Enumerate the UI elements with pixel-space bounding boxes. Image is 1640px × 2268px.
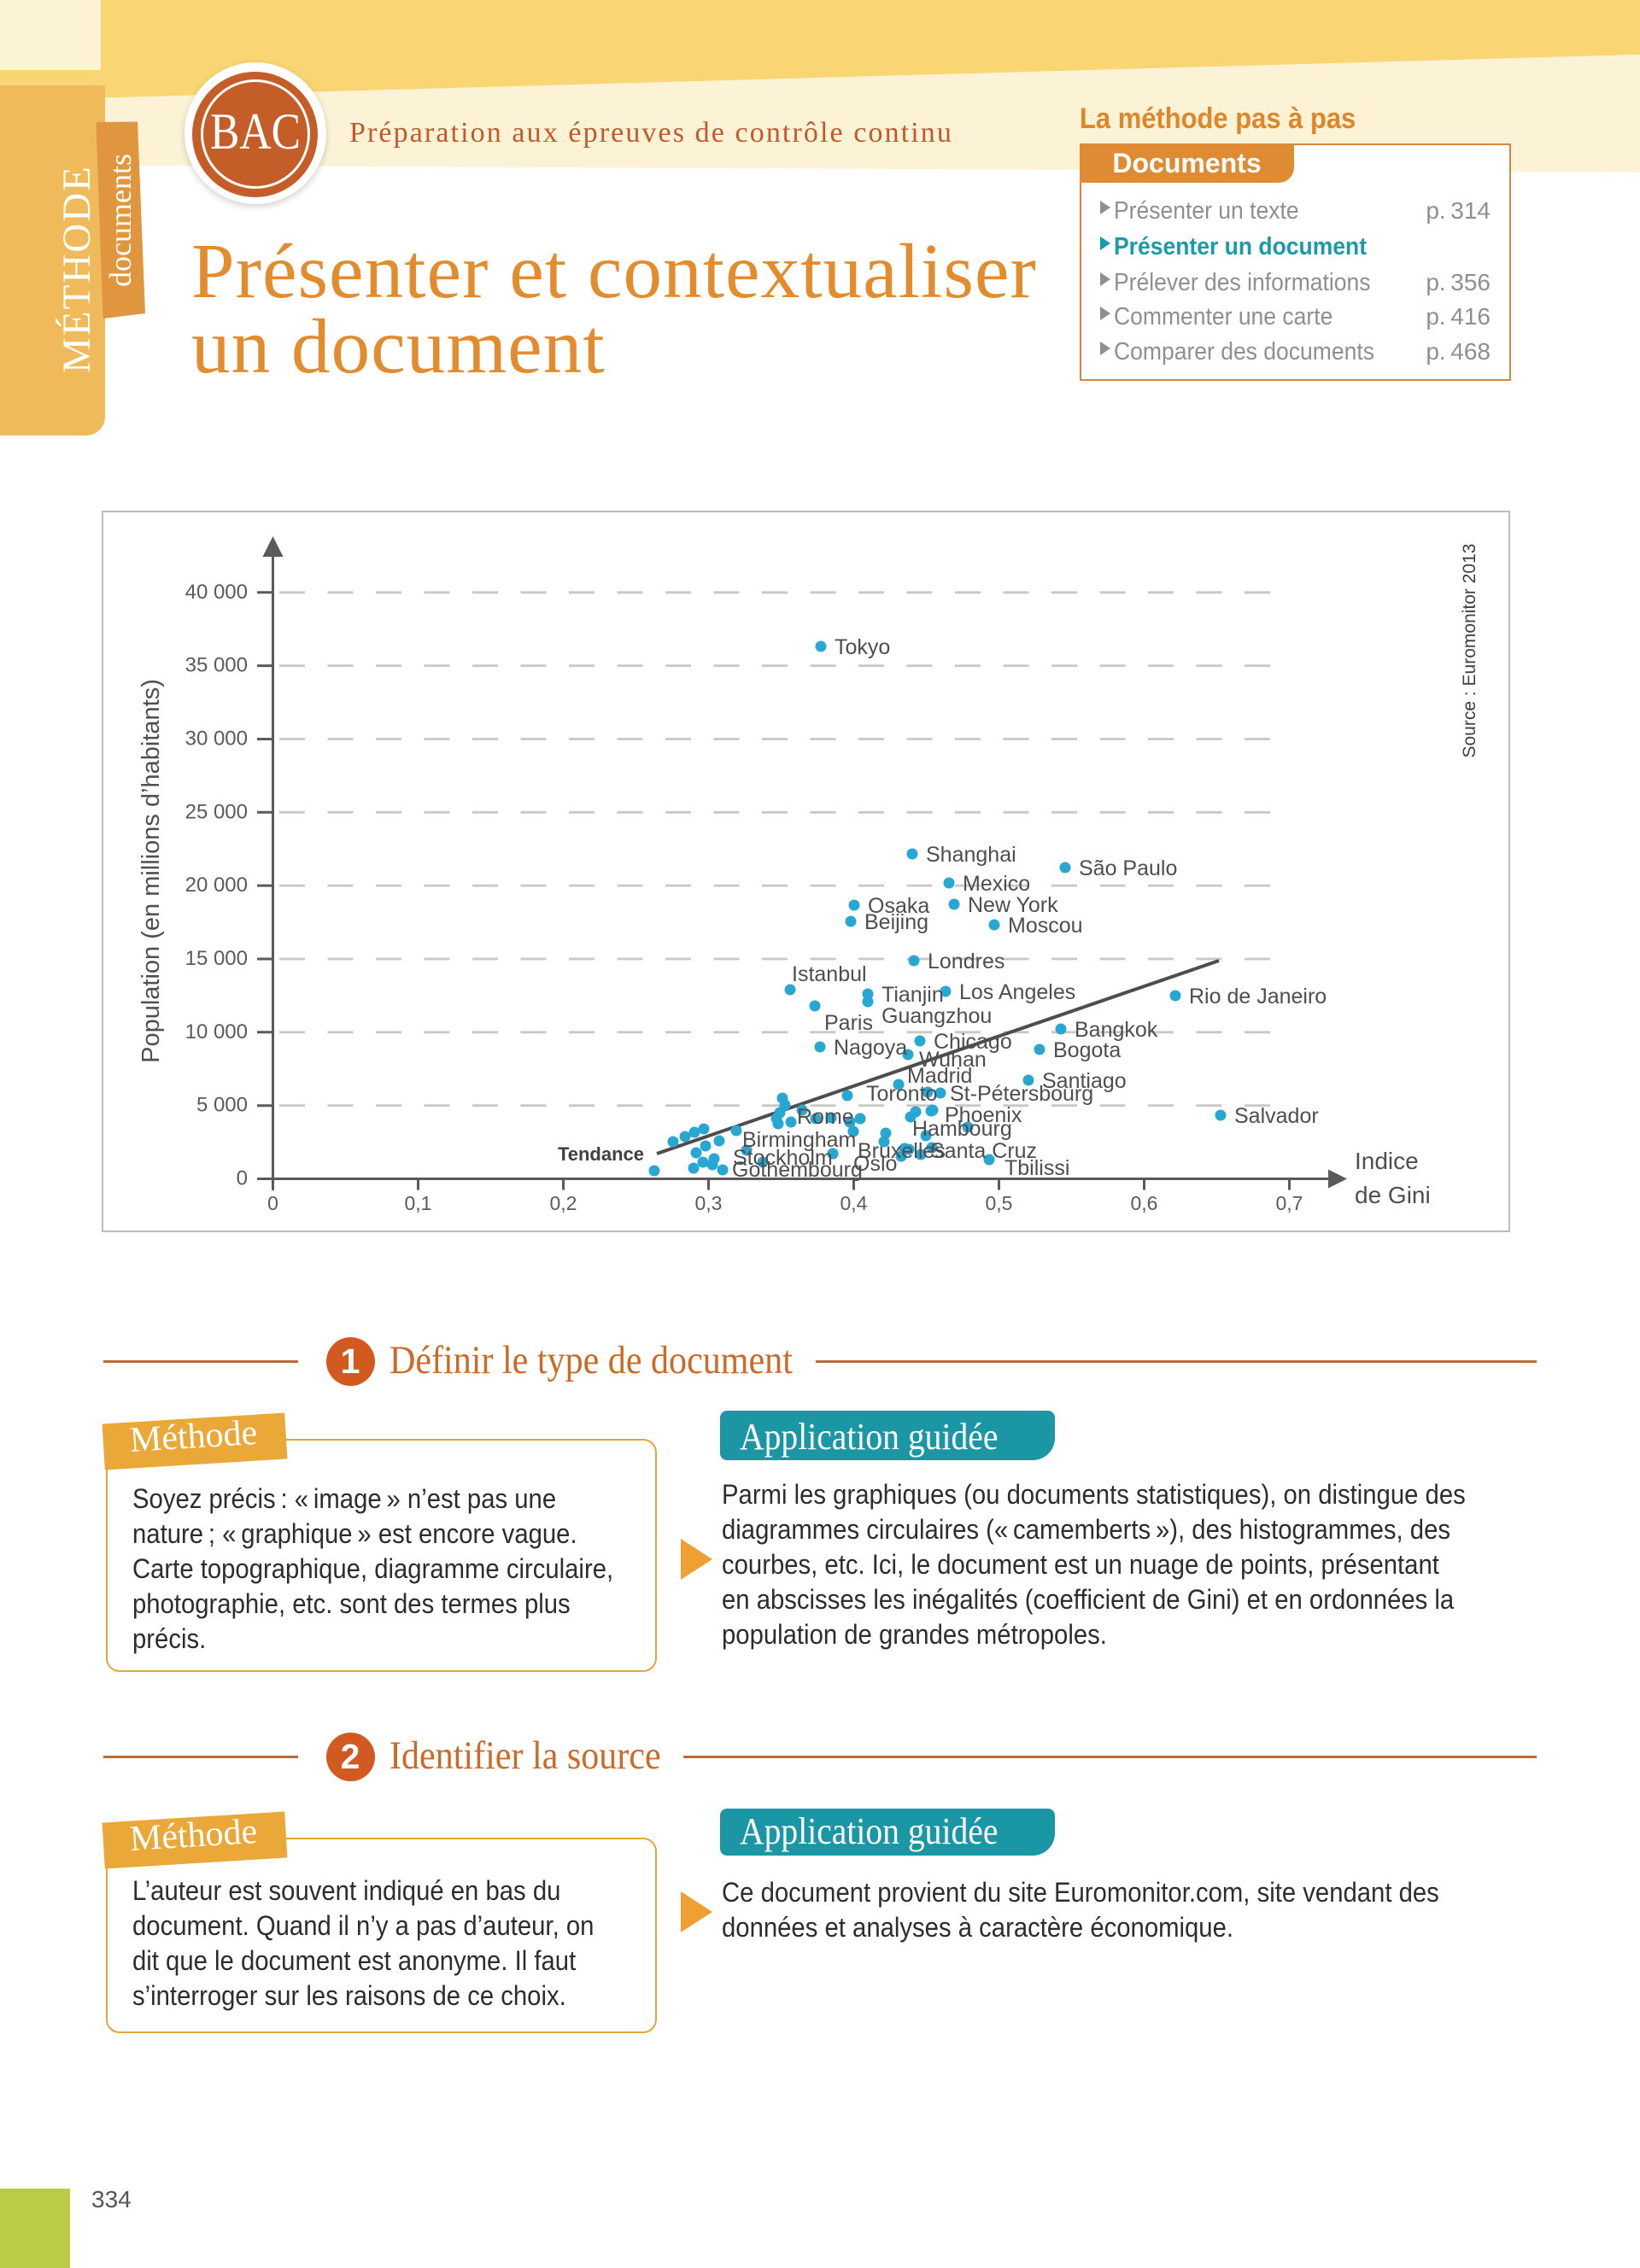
svg-text:Moscou: Moscou	[1008, 914, 1083, 938]
svg-text:Population (en millions d’habi: Population (en millions d’habitants)	[138, 679, 165, 1063]
svg-text:5 000: 5 000	[196, 1094, 248, 1117]
svg-text:Bruxelles: Bruxelles	[858, 1139, 946, 1163]
svg-text:Bogota: Bogota	[1053, 1038, 1121, 1062]
svg-text:Beijing: Beijing	[864, 910, 928, 934]
svg-text:0,2: 0,2	[550, 1192, 577, 1214]
svg-text:Osaka: Osaka	[868, 894, 929, 918]
svg-text:10 000: 10 000	[185, 1020, 248, 1043]
svg-text:São Paulo: São Paulo	[1079, 856, 1177, 880]
svg-text:Guangzhou: Guangzhou	[882, 1004, 992, 1028]
svg-text:Hambourg: Hambourg	[912, 1117, 1012, 1141]
svg-text:Tbilissi: Tbilissi	[1004, 1156, 1069, 1180]
svg-text:25 000: 25 000	[185, 800, 248, 823]
svg-text:Source : Euromonitor 2013: Source : Euromonitor 2013	[1460, 544, 1479, 758]
svg-text:Birmingham: Birmingham	[742, 1128, 856, 1152]
svg-text:0,1: 0,1	[405, 1192, 432, 1214]
svg-text:de Gini: de Gini	[1355, 1182, 1431, 1208]
svg-text:Rome: Rome	[797, 1105, 854, 1129]
svg-text:Rio de Janeiro: Rio de Janeiro	[1189, 985, 1327, 1008]
svg-text:Indice: Indice	[1355, 1148, 1419, 1174]
svg-text:Tianjin: Tianjin	[882, 983, 944, 1007]
svg-text:Tokyo: Tokyo	[835, 635, 890, 659]
svg-text:St-Pétersbourg: St-Pétersbourg	[950, 1082, 1093, 1106]
svg-text:0: 0	[267, 1192, 278, 1214]
svg-text:0,6: 0,6	[1131, 1192, 1158, 1214]
svg-text:Los Angeles: Los Angeles	[959, 980, 1075, 1004]
svg-text:0,7: 0,7	[1276, 1192, 1303, 1214]
svg-text:Mexico: Mexico	[963, 872, 1030, 896]
svg-text:Gothembourg: Gothembourg	[732, 1158, 863, 1182]
svg-text:Bangkok: Bangkok	[1075, 1018, 1158, 1042]
svg-text:Oslo: Oslo	[853, 1152, 897, 1176]
svg-text:0,4: 0,4	[840, 1192, 868, 1214]
svg-text:Wuhan: Wuhan	[919, 1048, 987, 1072]
svg-text:Istanbul: Istanbul	[792, 962, 867, 986]
svg-text:Salvador: Salvador	[1234, 1104, 1319, 1128]
svg-text:Stockholm: Stockholm	[733, 1146, 833, 1170]
svg-text:40 000: 40 000	[185, 581, 248, 604]
svg-text:Santiago: Santiago	[1042, 1069, 1127, 1093]
svg-text:0,3: 0,3	[695, 1192, 723, 1214]
svg-text:Madrid: Madrid	[907, 1064, 972, 1088]
svg-text:Nagoya: Nagoya	[834, 1036, 907, 1060]
svg-text:Paris: Paris	[824, 1011, 873, 1035]
svg-text:0: 0	[237, 1167, 248, 1190]
svg-text:Tendance: Tendance	[558, 1143, 644, 1165]
svg-text:Shanghai: Shanghai	[926, 843, 1016, 867]
svg-text:Chicago: Chicago	[934, 1030, 1012, 1054]
svg-text:Toronto: Toronto	[866, 1082, 937, 1106]
svg-text:0,5: 0,5	[986, 1192, 1013, 1214]
svg-text:New York: New York	[968, 893, 1058, 917]
svg-text:Phoenix: Phoenix	[945, 1103, 1022, 1127]
svg-text:35 000: 35 000	[185, 654, 248, 677]
svg-text:15 000: 15 000	[185, 947, 248, 970]
svg-text:Londres: Londres	[928, 950, 1004, 973]
svg-text:Santa Cruz: Santa Cruz	[930, 1139, 1037, 1163]
svg-text:20 000: 20 000	[185, 874, 248, 897]
svg-text:30 000: 30 000	[185, 728, 248, 751]
